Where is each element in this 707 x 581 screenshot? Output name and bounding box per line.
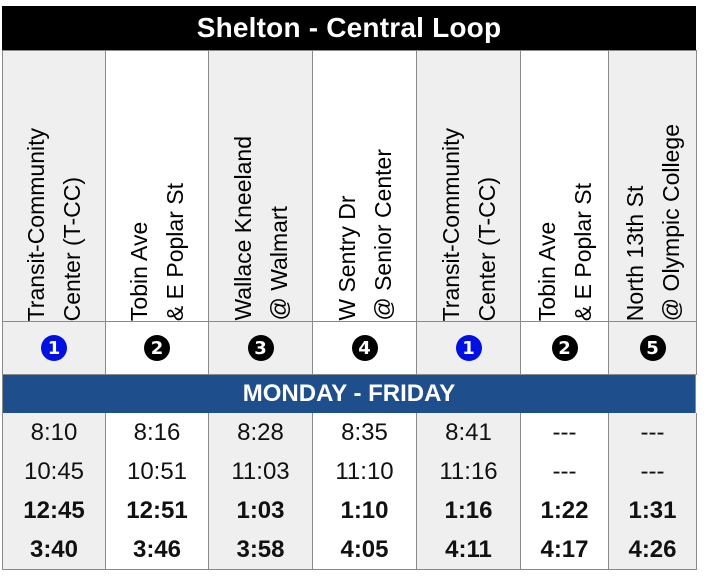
stop-number-badge: 3 [247, 335, 274, 361]
time-cell: --- [520, 413, 609, 452]
stop-header: Transit-Community Center (T-CC) [2, 50, 106, 322]
service-day-label: MONDAY - FRIDAY [2, 375, 696, 413]
time-cell: 10:45 [2, 452, 106, 491]
route-title: Shelton - Central Loop [2, 6, 696, 50]
stops-header: Transit-Community Center (T-CC) Tobin Ave… [2, 50, 697, 375]
stop-number-badge: 5 [639, 335, 666, 361]
time-cell: 8:28 [208, 413, 313, 452]
time-cell: 8:10 [2, 413, 106, 452]
time-cell: 4:05 [312, 530, 417, 570]
stop-number-badge: 2 [144, 335, 170, 361]
trip-row: 3:40 3:46 3:58 4:05 4:11 4:17 4:26 [2, 530, 697, 570]
time-cell: --- [608, 413, 697, 452]
time-cell: 3:46 [105, 530, 209, 570]
time-cell: 10:51 [105, 452, 209, 491]
time-cell: 3:58 [208, 530, 313, 570]
time-cell: 12:45 [2, 491, 106, 530]
time-cell: 1:03 [208, 491, 313, 530]
trip-row: 10:45 10:51 11:03 11:10 11:16 --- --- [2, 452, 697, 491]
time-cell: 4:26 [608, 530, 697, 570]
time-cell: 3:40 [2, 530, 106, 570]
stop-header: Tobin Ave & E Poplar St [105, 50, 209, 322]
stop-header: Tobin Ave & E Poplar St [520, 50, 609, 322]
time-cell: 1:10 [312, 491, 417, 530]
stop-number-badge: 2 [551, 335, 578, 361]
time-cell: 8:16 [105, 413, 209, 452]
stop-header: Wallace Kneeland @ Walmart [208, 50, 313, 322]
trip-row: 8:10 8:16 8:28 8:35 8:41 --- --- [2, 413, 697, 452]
time-cell: 1:22 [520, 491, 609, 530]
time-cell: 1:31 [608, 491, 697, 530]
time-cell: --- [608, 452, 697, 491]
time-cell: 12:51 [105, 491, 209, 530]
time-cell: --- [520, 452, 609, 491]
stop-header: Transit-Community Center (T-CC) [416, 50, 521, 322]
time-cell: 4:11 [416, 530, 521, 570]
schedule-table: Shelton - Central Loop Transit-Community… [2, 6, 697, 570]
trip-row: 12:45 12:51 1:03 1:10 1:16 1:22 1:31 [2, 491, 697, 530]
stop-number-badge: 4 [351, 335, 378, 361]
time-cell: 1:16 [416, 491, 521, 530]
stop-header: W Sentry Dr @ Senior Center [312, 50, 417, 322]
time-cell: 11:16 [416, 452, 521, 491]
times-table: 8:10 8:16 8:28 8:35 8:41 --- --- 10:45 1… [2, 413, 697, 570]
stop-number-badge: 1 [41, 335, 67, 361]
time-cell: 11:10 [312, 452, 417, 491]
time-cell: 11:03 [208, 452, 313, 491]
stop-header: North 13th St @ Olympic College [608, 50, 697, 322]
time-cell: 4:17 [520, 530, 609, 570]
time-cell: 8:41 [416, 413, 521, 452]
time-cell: 8:35 [312, 413, 417, 452]
stop-number-badge: 1 [455, 335, 482, 361]
